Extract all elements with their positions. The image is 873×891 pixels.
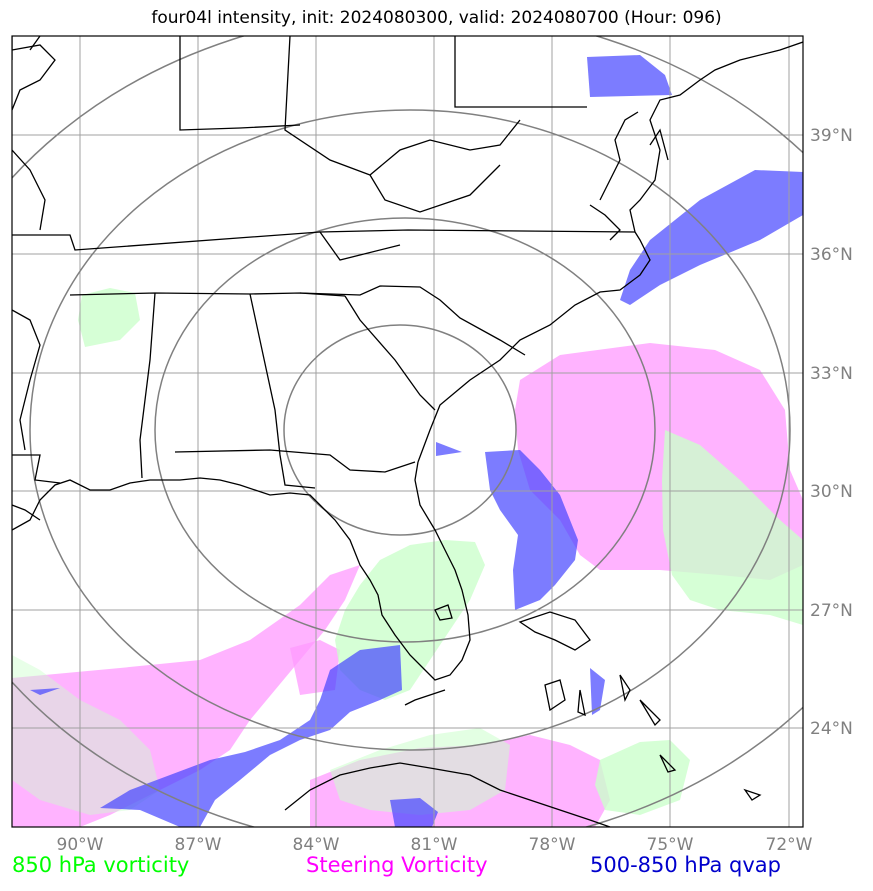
- legend-qvap: 500-850 hPa qvap: [590, 853, 781, 877]
- qvap-small-fl: [436, 442, 462, 456]
- latitude-labels: 39°N 36°N 33°N 30°N 27°N 24°N: [810, 126, 853, 739]
- vorticity-850-bahamas: [595, 740, 690, 815]
- vorticity-850-gulf-west: [12, 655, 160, 815]
- qvap-nc-coast: [620, 170, 803, 305]
- qvap-gulf-band: [100, 645, 402, 827]
- qvap-field: [30, 55, 803, 827]
- lon-label: 78°W: [529, 835, 576, 855]
- qvap-gulf-small: [30, 688, 60, 695]
- lon-label: 81°W: [411, 835, 458, 855]
- vorticity-850-ms: [78, 288, 140, 347]
- qvap-nj: [587, 55, 672, 97]
- lat-label: 33°N: [810, 364, 853, 384]
- longitude-labels: 90°W 87°W 84°W 81°W 78°W 75°W 72°W: [57, 835, 813, 855]
- lat-label: 30°N: [810, 482, 853, 502]
- qvap-bahamas: [590, 668, 605, 715]
- lat-label: 24°N: [810, 719, 853, 739]
- lon-label: 72°W: [766, 835, 813, 855]
- qvap-cuba: [390, 798, 438, 827]
- qvap-offshore-fl: [485, 450, 578, 610]
- map-title: four04l intensity, init: 2024080300, val…: [151, 8, 722, 28]
- lat-label: 27°N: [810, 601, 853, 621]
- lat-label: 36°N: [810, 245, 853, 265]
- steering-vorticity-gulf: [12, 565, 360, 827]
- legend-steering-vorticity: Steering Vorticity: [306, 853, 488, 877]
- range-rings: [12, 36, 803, 827]
- lon-label: 75°W: [647, 835, 694, 855]
- coastlines: [12, 36, 803, 827]
- vorticity-850-cuba: [330, 728, 510, 815]
- gridlines: [12, 36, 803, 827]
- plot-frame: [11, 35, 804, 828]
- vorticity-850-atlantic: [662, 430, 803, 625]
- lon-label: 84°W: [293, 835, 340, 855]
- lon-label: 90°W: [57, 835, 104, 855]
- lon-label: 87°W: [175, 835, 222, 855]
- legend-850-vorticity: 850 hPa vorticity: [12, 853, 190, 877]
- lat-label: 39°N: [810, 126, 853, 146]
